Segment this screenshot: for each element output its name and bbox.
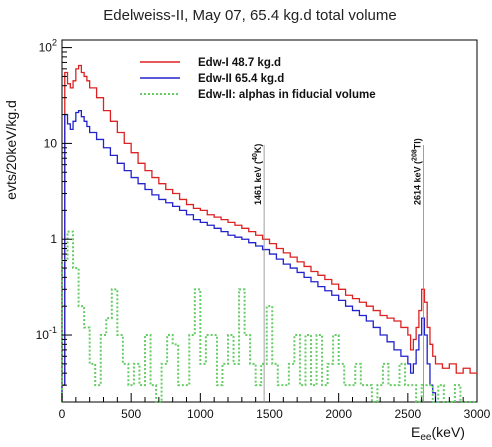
y-tick-label: 10 — [44, 136, 58, 150]
x-axis: 0 500 1000 1500 2000 2500 3000 — [59, 393, 491, 421]
series-line-3 — [61, 230, 477, 403]
legend: Edw-I 48.7 kg.d Edw-II 65.4 kg.d Edw-II: a… — [140, 57, 376, 101]
x-label-sub: ee — [420, 432, 432, 443]
x-tick-label: 2500 — [394, 407, 421, 421]
x-tick-label: 1500 — [256, 407, 283, 421]
x-label-unit: (keV) — [432, 424, 465, 440]
x-tick-label: 500 — [121, 407, 141, 421]
y-tick-label: 102 — [39, 38, 57, 55]
annotation-layer: 1461 keV (40K) 2614 keV (208Tl) — [252, 138, 425, 402]
legend-label-1: Edw-I 48.7 kg.d — [198, 57, 281, 69]
x-tick-label: 0 — [59, 407, 66, 421]
series-line-1 — [61, 64, 477, 402]
legend-label-2: Edw-II 65.4 kg.d — [198, 73, 284, 85]
legend-label-3: Edw-II: alphas in fiducial volume — [198, 89, 376, 101]
annotation-label-2: 2614 keV (208Tl) — [412, 138, 423, 205]
x-axis-label: Eee(keV) — [411, 424, 465, 443]
x-tick-label: 3000 — [464, 407, 491, 421]
chart-title: Edelweiss-II, May 07, 65.4 kg.d total vo… — [103, 7, 396, 24]
series-line-2 — [61, 109, 439, 403]
y-tick-label: 10-1 — [36, 325, 57, 342]
x-label-main: E — [411, 424, 420, 440]
y-axis: 102 10 1 10-1 — [36, 38, 72, 386]
y-tick-label: 1 — [50, 232, 57, 246]
y-axis-label: evts/20keV/kg.d — [3, 100, 19, 200]
annotation-label-1: 1461 keV (40K) — [252, 144, 263, 205]
x-tick-label: 2000 — [325, 407, 352, 421]
x-tick-label: 1000 — [187, 407, 214, 421]
series-layer — [61, 64, 477, 403]
